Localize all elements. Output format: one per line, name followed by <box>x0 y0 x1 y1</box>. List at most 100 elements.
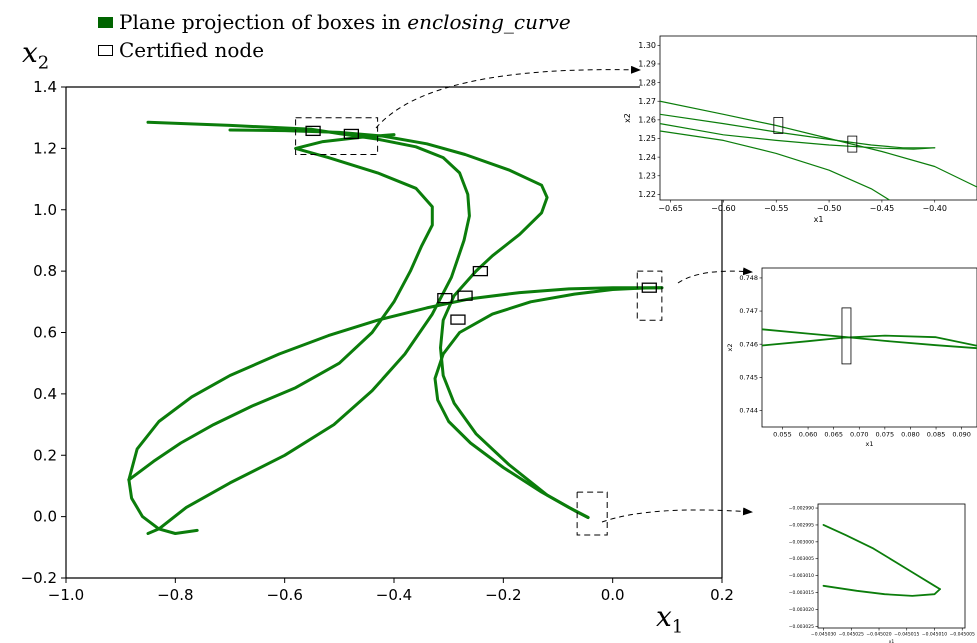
inset-x-tick-label: −0.65 <box>658 204 683 213</box>
inset-y-tick-label: −0.003005 <box>789 556 814 562</box>
inset-x-tick-label: −0.50 <box>817 204 842 213</box>
legend-boxes-label-italic: enclosing_curve <box>407 10 571 34</box>
inset-y-tick-label: 1.26 <box>638 116 656 125</box>
inset-frame <box>817 503 966 629</box>
legend-entry-boxes: Plane projection of boxes in enclosing_c… <box>98 8 571 36</box>
inset-x-tick-label: 0.080 <box>901 431 920 439</box>
inset-plot-1: −0.65 −0.60 −0.55 −0.50 −0.45 −0.40 1.22 1.23 1.… <box>623 35 977 224</box>
inset-y-tick-label: −0.003010 <box>789 573 814 579</box>
inset-x-tick-label: 0.075 <box>876 431 895 439</box>
certified-node <box>457 290 473 301</box>
x-tick-label: −0.2 <box>485 586 521 604</box>
inset-y-tick-label: 0.745 <box>739 373 758 381</box>
inset-x-tick-label: 0.090 <box>952 431 971 439</box>
inset-curve-series <box>660 113 936 149</box>
x-tick-label: −0.4 <box>376 586 412 604</box>
inset-curves <box>822 524 941 597</box>
y-tick-label: −0.2 <box>21 569 57 587</box>
y-tick-label: 0.6 <box>33 324 57 342</box>
inset-y-tick-label: −0.003025 <box>789 624 814 630</box>
inset-x-tick-label: −0.045020 <box>866 632 891 638</box>
zoom-region-box <box>576 491 608 536</box>
zoom-region-box <box>636 270 663 321</box>
inset-x-tick-label: 0.055 <box>773 431 792 439</box>
inset-y-tick-label: 0.746 <box>739 340 758 348</box>
zoom-arrow <box>677 267 753 284</box>
inset-y-label: x2 <box>726 344 734 352</box>
inset-curves <box>762 307 977 365</box>
certified-node <box>472 265 489 277</box>
inset-x-tick-label: 0.065 <box>824 431 843 439</box>
inset-x-tick-label: −0.045030 <box>811 632 836 638</box>
y-tick-label: 0.0 <box>33 508 57 526</box>
legend-certified-label: Certified node <box>119 38 265 62</box>
y-axis-variable: x2 <box>22 36 50 74</box>
y-tick-label: 0.8 <box>33 262 57 280</box>
inset-curve-series <box>822 584 941 597</box>
inset-x-label: x1 <box>866 440 874 448</box>
inset-x-tick-label: −0.55 <box>764 204 789 213</box>
legend: Plane projection of boxes in enclosing_c… <box>98 8 571 64</box>
inset-y-tick-label: 1.30 <box>638 41 656 50</box>
inset-curve-series <box>660 100 977 188</box>
inset-curves <box>660 100 977 200</box>
inset-y-label: x2 <box>623 113 632 123</box>
legend-boxes-label: Plane projection of boxes in <box>119 10 401 34</box>
green-fill-swatch <box>98 16 113 28</box>
inset-x-tick-label: 0.060 <box>799 431 818 439</box>
inset-y-tick-label: 1.28 <box>638 78 656 87</box>
inset-frame <box>761 267 977 428</box>
inset-y-tick-label: 0.747 <box>739 307 758 315</box>
inset-x-label: x1 <box>814 215 824 224</box>
inset-x-tick-label: −0.045010 <box>922 632 947 638</box>
zoom-region-box <box>295 117 379 156</box>
y-tick-label: 1.0 <box>33 201 57 219</box>
inset-x-tick-label: −0.045015 <box>894 632 919 638</box>
certified-node <box>343 128 360 140</box>
legend-entry-certified: Certified node <box>98 36 571 64</box>
curve-series <box>228 128 590 519</box>
certified-node <box>305 125 321 137</box>
inset-x-tick-label: −0.045025 <box>839 632 864 638</box>
x-tick-label: 0.0 <box>601 586 625 604</box>
certified-node <box>641 282 657 293</box>
y-tick-label: 0.4 <box>33 385 57 403</box>
certified-node <box>450 314 466 325</box>
inset-y-tick-label: 0.748 <box>739 274 758 282</box>
inset-x-tick-label: −0.60 <box>711 204 736 213</box>
inset-y-tick-label: 1.22 <box>638 190 656 199</box>
inset-y-tick-label: −0.003000 <box>789 539 814 545</box>
y-tick-label: 1.4 <box>33 78 57 96</box>
x-tick-label: −0.6 <box>266 586 302 604</box>
inset-curve-series <box>660 130 891 200</box>
curve-series <box>146 120 471 535</box>
y-tick-label: 0.2 <box>33 446 57 464</box>
inset-frame <box>659 35 977 201</box>
curve-series <box>127 478 199 535</box>
y-tick-label: 1.2 <box>33 139 57 157</box>
inset-curve-series <box>762 334 977 347</box>
inset-y-tick-label: −0.003020 <box>789 607 814 613</box>
inset-x-tick-label: −0.40 <box>922 204 947 213</box>
main-plot: −1.0 −0.8 −0.6 −0.4 −0.2 0.0 0.2 −0.2 0.0 0.2 0.4 0… <box>21 78 734 604</box>
inset-y-tick-label: 1.27 <box>638 97 656 106</box>
inset-x-tick-label: −0.045005 <box>950 632 975 638</box>
inset-x-label: x1 <box>889 639 895 643</box>
inset-y-tick-label: 1.24 <box>638 153 656 162</box>
inset-x-tick-label: 0.085 <box>927 431 946 439</box>
zoom-arrow <box>601 507 753 523</box>
inset-curve-series <box>660 123 936 150</box>
inset-y-tick-label: 0.744 <box>739 407 758 415</box>
inset-y-tick-label: 1.25 <box>638 134 656 143</box>
inset-certified-node <box>841 307 852 365</box>
box-swatch <box>98 44 113 56</box>
zoom-arrow <box>375 65 641 129</box>
inset-y-tick-label: −0.002995 <box>789 522 814 528</box>
inset-plot-3: −0.045030 −0.045025 −0.045020 −0.045015 −0.0… <box>789 503 975 643</box>
inset-curve-series <box>762 328 977 350</box>
x-tick-label: −0.8 <box>157 586 193 604</box>
inset-certified-node <box>847 135 858 153</box>
inset-certified-node <box>773 117 784 134</box>
curve-series <box>433 286 664 519</box>
